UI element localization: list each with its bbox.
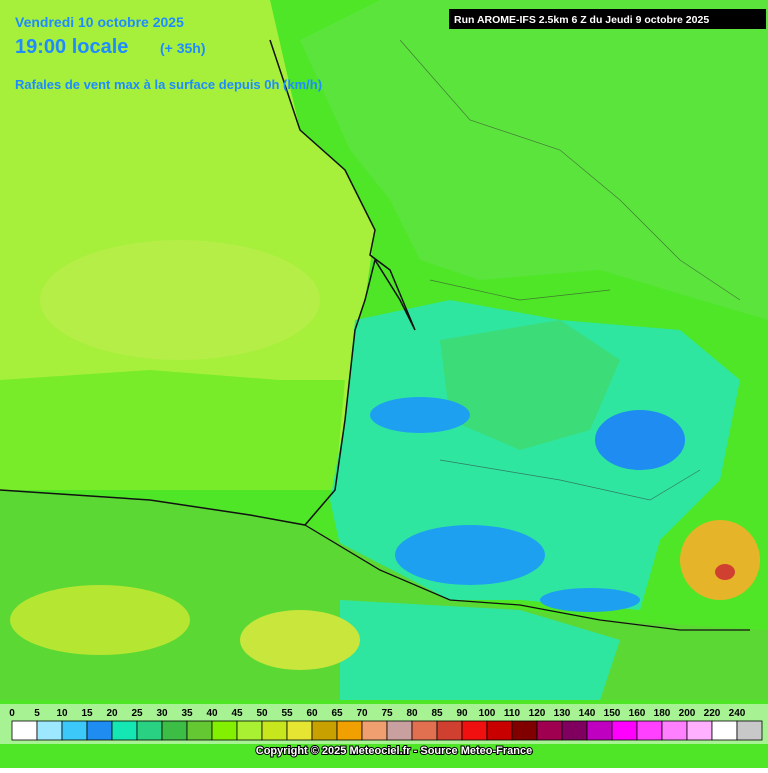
legend-label: 60 <box>306 708 318 719</box>
legend-box <box>211 720 238 741</box>
patch <box>10 585 190 655</box>
run-box <box>449 9 766 29</box>
legend-box <box>161 720 188 741</box>
legend-label: 20 <box>106 708 118 719</box>
subtitle: Rafales de vent max à la surface depuis … <box>15 77 322 92</box>
legend-box <box>636 720 663 741</box>
legend-box <box>136 720 163 741</box>
legend-label: 25 <box>131 708 143 719</box>
legend-label: 65 <box>331 708 343 719</box>
legend-label: 150 <box>604 708 621 719</box>
copyright: Copyright © 2025 Meteociel.fr - Source M… <box>256 745 532 757</box>
patch <box>680 520 760 600</box>
legend-box <box>236 720 263 741</box>
legend-label: 90 <box>456 708 468 719</box>
legend-box <box>661 720 688 741</box>
blue-patch <box>540 588 640 612</box>
run: Run AROME-IFS 2.5km 6 Z du Jeudi 9 octob… <box>454 14 709 26</box>
sea-band <box>0 370 345 490</box>
time: 19:00 locale <box>15 36 128 58</box>
legend-label: 50 <box>256 708 268 719</box>
legend-label: 35 <box>181 708 193 719</box>
legend-box <box>611 720 638 741</box>
land-north <box>300 0 768 320</box>
land-spain-east <box>340 600 620 700</box>
legend-box <box>511 720 538 741</box>
blue-patch <box>370 397 470 433</box>
legend-box <box>186 720 213 741</box>
legend-label: 110 <box>504 708 521 719</box>
legend-box <box>11 720 38 741</box>
legend-label: 70 <box>356 708 368 719</box>
legend-box <box>686 720 713 741</box>
legend-box <box>61 720 88 741</box>
legend-box <box>411 720 438 741</box>
legend-label: 80 <box>406 708 418 719</box>
legend-box <box>386 720 413 741</box>
legend-box <box>336 720 363 741</box>
legend-box <box>361 720 388 741</box>
legend-label: 40 <box>206 708 218 719</box>
legend-label: 30 <box>156 708 168 719</box>
legend-label: 240 <box>729 708 746 719</box>
blue-patch <box>595 410 685 470</box>
legend-label: 200 <box>679 708 696 719</box>
legend: 0 5 10 15 20 25 30 35 40 45 50 55 60 65 70 75 80 85 90 100 1… <box>0 704 768 744</box>
legend-label: 85 <box>431 708 443 719</box>
legend-label: 5 <box>34 708 40 719</box>
legend-box <box>736 720 763 741</box>
lead: (+ 35h) <box>160 40 206 56</box>
legend-box <box>586 720 613 741</box>
legend-box <box>461 720 488 741</box>
legend-label: 45 <box>231 708 243 719</box>
legend-label: 10 <box>56 708 68 719</box>
legend-box <box>311 720 338 741</box>
legend-label: 140 <box>579 708 596 719</box>
legend-label: 55 <box>281 708 293 719</box>
legend-box <box>536 720 563 741</box>
legend-box <box>36 720 63 741</box>
legend-label: 0 <box>9 708 15 719</box>
legend-label: 220 <box>704 708 721 719</box>
patch <box>715 564 735 580</box>
patch <box>240 610 360 670</box>
legend-label: 75 <box>381 708 393 719</box>
legend-box <box>436 720 463 741</box>
sea-patch <box>40 240 320 360</box>
legend-box <box>561 720 588 741</box>
legend-box <box>286 720 313 741</box>
legend-label: 130 <box>554 708 571 719</box>
legend-box <box>486 720 513 741</box>
legend-label: 100 <box>479 708 496 719</box>
date: Vendredi 10 octobre 2025 <box>15 14 184 30</box>
legend-box <box>111 720 138 741</box>
coastline <box>0 39 416 526</box>
legend-label: 180 <box>654 708 671 719</box>
regions <box>399 39 741 501</box>
legend-label: 120 <box>529 708 546 719</box>
land-centre <box>440 320 620 450</box>
blue-patch <box>395 525 545 585</box>
border <box>304 524 750 631</box>
legend-box <box>261 720 288 741</box>
legend-label: 160 <box>629 708 646 719</box>
legend-box <box>86 720 113 741</box>
legend-box <box>711 720 738 741</box>
legend-label: 15 <box>81 708 93 719</box>
